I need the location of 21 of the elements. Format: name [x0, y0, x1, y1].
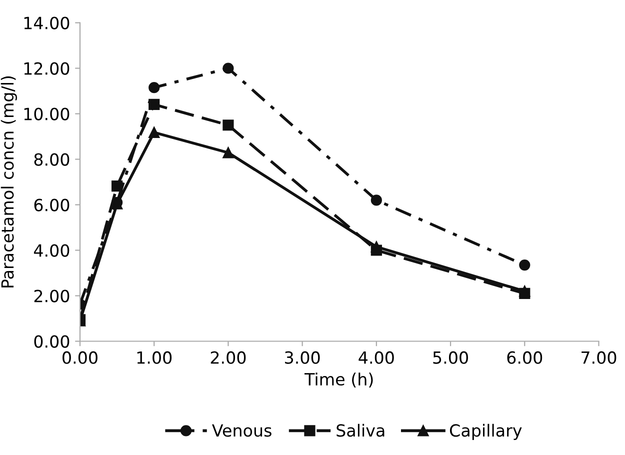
x-tick-label: 4.00 [358, 351, 394, 364]
legend-label: Venous [212, 424, 272, 437]
y-axis-title: Paracetamol concn (mg/l) [0, 76, 18, 288]
x-tick-label: 5.00 [433, 351, 468, 364]
legend-label: Saliva [336, 424, 384, 437]
x-tick-label: 0.00 [62, 351, 98, 364]
x-axis-title: Time (h) [304, 372, 373, 388]
y-tick-label: 4.00 [34, 244, 70, 257]
y-tick-label: 12.00 [24, 62, 70, 75]
y-tick-label: 14.00 [24, 16, 70, 30]
x-tick-label: 3.00 [285, 351, 320, 364]
x-tick-label: 2.00 [210, 351, 246, 364]
legend-label: Capillary [450, 424, 522, 440]
y-tick-label: 8.00 [34, 153, 70, 166]
y-tick-label: 0.00 [34, 335, 70, 348]
y-tick-label: 2.00 [34, 290, 70, 302]
y-tick-label: 6.00 [34, 198, 70, 212]
y-tick-label: 10.00 [24, 108, 70, 120]
x-tick-label: 7.00 [582, 351, 616, 364]
x-tick-label: 1.00 [137, 351, 172, 364]
x-tick-label: 6.00 [507, 351, 542, 364]
